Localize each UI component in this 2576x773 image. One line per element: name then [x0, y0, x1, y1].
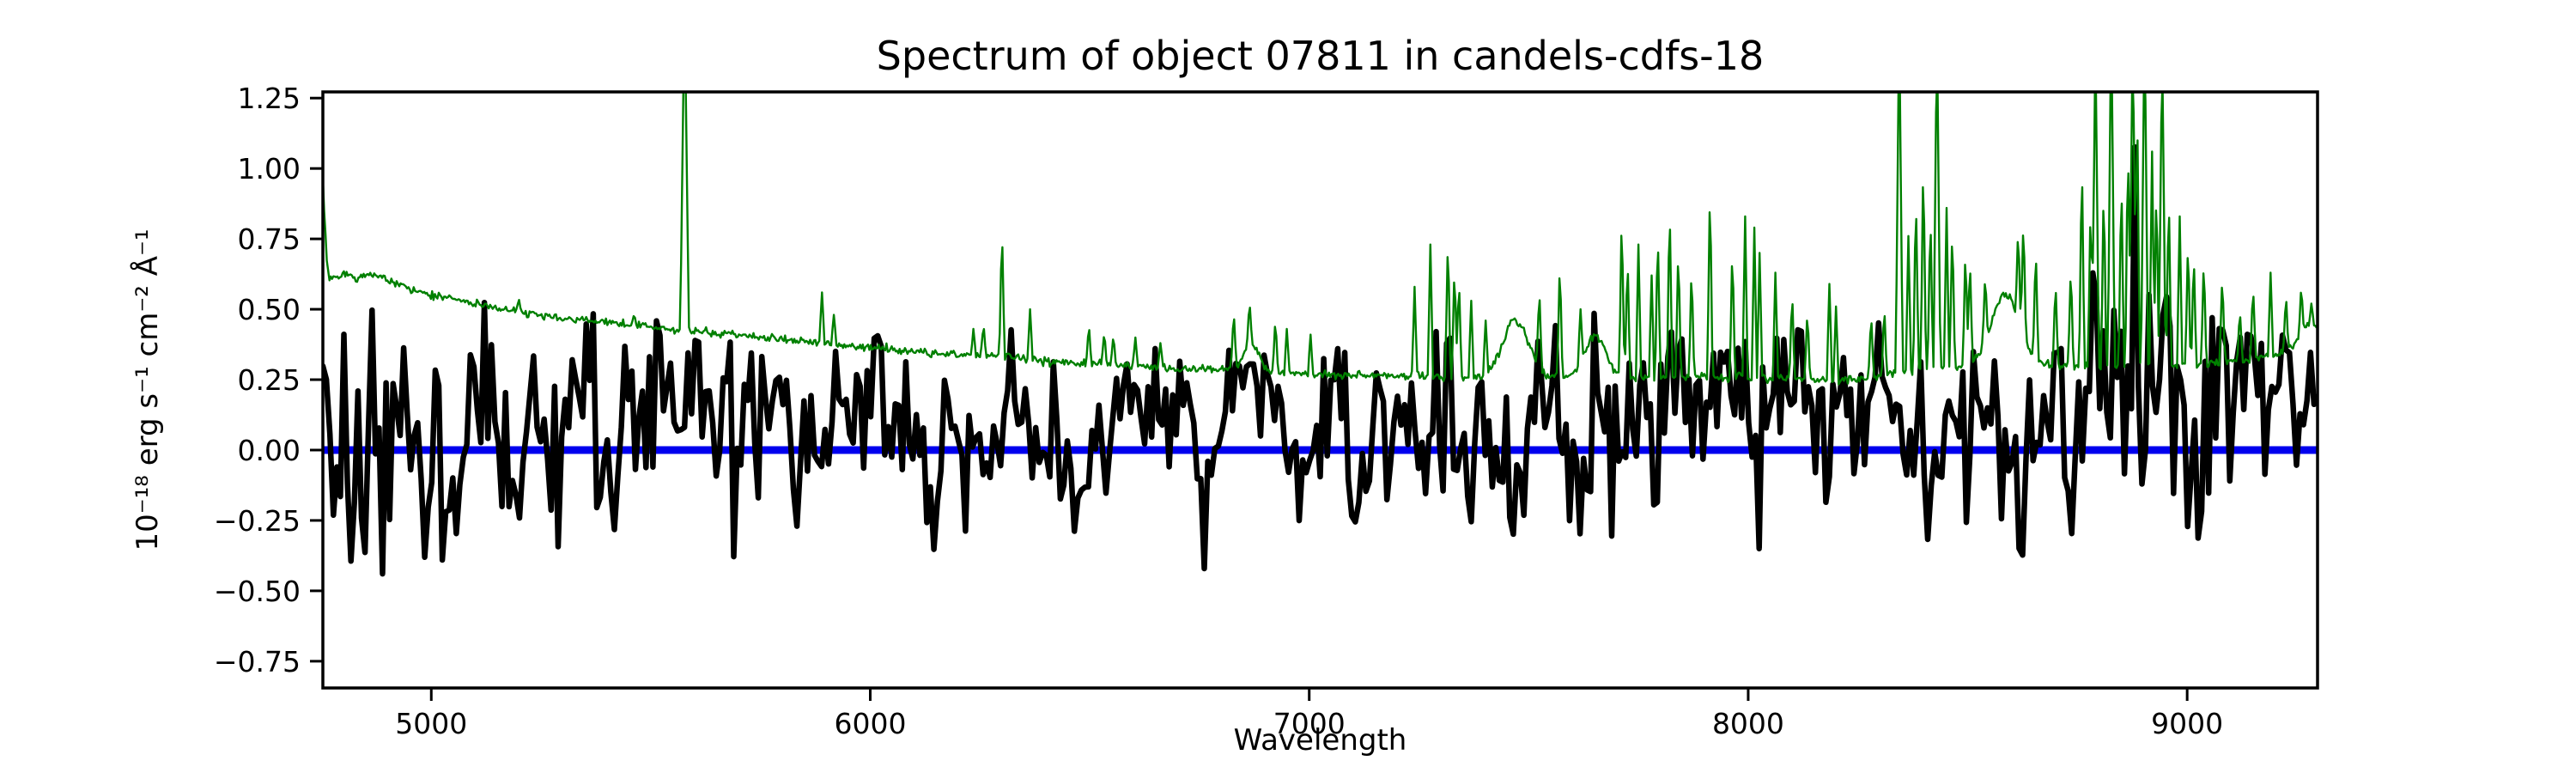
x-tick-label: 8000 — [1712, 707, 1784, 740]
y-tick-label: 0.75 — [238, 222, 301, 256]
plot-title: Spectrum of object 07811 in candels-cdfs… — [876, 33, 1765, 79]
x-tick-label: 6000 — [835, 707, 907, 740]
flux-line — [323, 143, 2318, 577]
y-tick-label: −0.25 — [214, 504, 301, 538]
y-tick-label: −0.50 — [214, 575, 301, 608]
sky-noise-line — [323, 92, 2318, 386]
y-tick-label: −0.75 — [214, 645, 301, 679]
y-tick-label: 0.50 — [238, 293, 301, 326]
x-tick-label: 7000 — [1273, 707, 1346, 740]
y-tick-label: 0.25 — [238, 363, 301, 397]
y-tick-label: 1.00 — [238, 152, 301, 186]
x-tick-label: 9000 — [2151, 707, 2223, 740]
axes-frame — [321, 90, 2319, 690]
y-tick-label: 1.25 — [238, 82, 301, 115]
y-tick-label: 0.00 — [238, 434, 301, 467]
x-axis-label: Wavelength — [1233, 723, 1407, 758]
x-tick-label: 5000 — [395, 707, 467, 740]
y-axis-label: 10⁻¹⁸ erg s⁻¹ cm⁻² Å⁻¹ — [131, 228, 165, 551]
